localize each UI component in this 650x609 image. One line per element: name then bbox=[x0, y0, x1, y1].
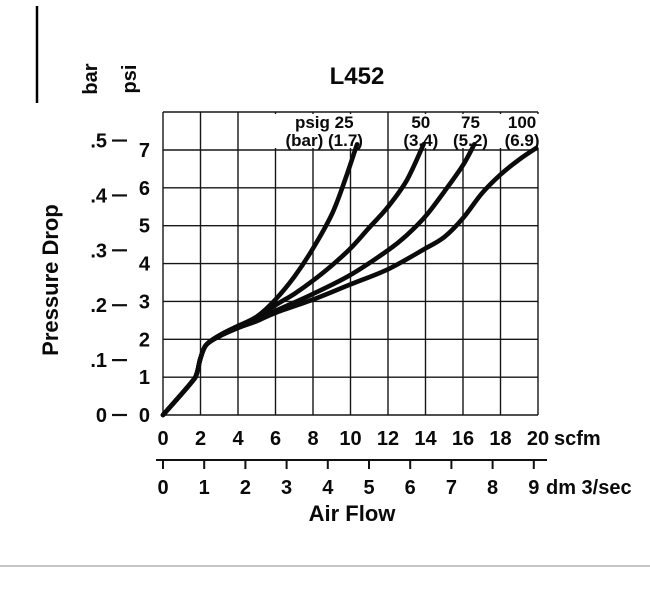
series-label-line2: (3.4) bbox=[403, 131, 438, 150]
series-label-background bbox=[444, 114, 497, 148]
y-axis-title: Pressure Drop bbox=[38, 204, 63, 356]
dm3sec-tick-label: 8 bbox=[487, 477, 498, 499]
series-label-background bbox=[496, 114, 549, 148]
psi-tick-label: 0 bbox=[139, 405, 150, 427]
x-axis-title: Air Flow bbox=[309, 501, 397, 526]
dm3sec-tick-label: 7 bbox=[446, 477, 457, 499]
dm3sec-axis-unit-label: dm 3/sec bbox=[546, 477, 632, 499]
scfm-tick-label: 14 bbox=[414, 428, 437, 450]
series-label-line1: 75 bbox=[461, 113, 480, 132]
dm3sec-tick-label: 9 bbox=[528, 477, 539, 499]
scfm-tick-label: 2 bbox=[195, 428, 206, 450]
scfm-tick-label: 18 bbox=[489, 428, 511, 450]
series-label-line1: 50 bbox=[411, 113, 430, 132]
bar-tick-label: .3 bbox=[90, 240, 107, 262]
scfm-tick-label: 20 bbox=[527, 428, 549, 450]
scfm-tick-label: 12 bbox=[377, 428, 399, 450]
scfm-tick-label: 0 bbox=[157, 428, 168, 450]
scfm-tick-label: 6 bbox=[270, 428, 281, 450]
bar-axis-unit-label: bar bbox=[80, 63, 102, 94]
scfm-tick-label: 16 bbox=[452, 428, 474, 450]
psi-tick-label: 4 bbox=[139, 254, 151, 276]
psi-tick-label: 7 bbox=[139, 140, 150, 162]
dm3sec-tick-label: 3 bbox=[281, 477, 292, 499]
psi-axis-unit-label: psi bbox=[119, 65, 141, 94]
dm3sec-tick-label: 0 bbox=[157, 477, 168, 499]
series-label-background bbox=[394, 114, 447, 148]
bar-tick-label: .5 bbox=[90, 131, 107, 153]
bar-tick-label: .2 bbox=[90, 295, 107, 317]
series-label-line1: 100 bbox=[508, 113, 536, 132]
dm3sec-tick-label: 5 bbox=[363, 477, 374, 499]
chart-title: L452 bbox=[330, 63, 385, 90]
dm3sec-tick-label: 1 bbox=[199, 477, 210, 499]
series-label-background bbox=[271, 114, 377, 148]
dm3sec-tick-label: 4 bbox=[322, 477, 334, 499]
scfm-axis-unit-label: scfm bbox=[554, 428, 601, 450]
bar-tick-label: .4 bbox=[90, 185, 108, 207]
flow-curve-10069 bbox=[160, 145, 539, 418]
psi-tick-label: 3 bbox=[139, 291, 150, 313]
bar-tick-label: .1 bbox=[90, 350, 107, 372]
series-label-line2: (bar) (1.7) bbox=[286, 131, 363, 150]
dm3sec-tick-label: 6 bbox=[405, 477, 416, 499]
bar-tick-label: 0 bbox=[96, 405, 107, 427]
series-label-line2: (5.2) bbox=[453, 131, 488, 150]
dm3sec-tick-label: 2 bbox=[240, 477, 251, 499]
series-label-line2: (6.9) bbox=[505, 131, 540, 150]
scfm-tick-label: 10 bbox=[339, 428, 361, 450]
scfm-tick-label: 4 bbox=[232, 428, 244, 450]
psi-tick-label: 5 bbox=[139, 216, 150, 238]
psi-tick-label: 6 bbox=[139, 178, 150, 200]
psi-tick-label: 2 bbox=[139, 329, 150, 351]
psi-tick-label: 1 bbox=[139, 367, 150, 389]
series-label-line1: psig 25 bbox=[295, 113, 354, 132]
scfm-tick-label: 8 bbox=[307, 428, 318, 450]
